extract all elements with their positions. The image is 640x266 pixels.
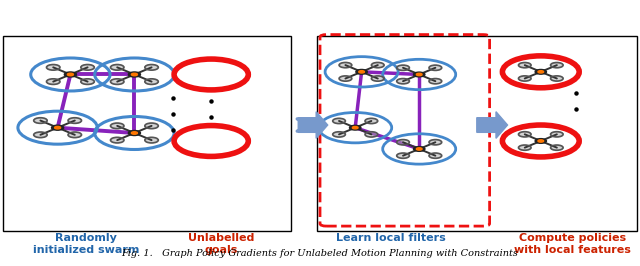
Circle shape xyxy=(538,140,543,142)
Circle shape xyxy=(359,71,364,73)
Circle shape xyxy=(68,132,81,137)
Circle shape xyxy=(372,63,383,68)
Circle shape xyxy=(145,138,157,143)
Circle shape xyxy=(519,76,531,81)
Circle shape xyxy=(551,76,563,81)
FancyArrow shape xyxy=(477,112,508,138)
Circle shape xyxy=(397,140,409,145)
Circle shape xyxy=(429,79,441,84)
Circle shape xyxy=(372,76,383,81)
Circle shape xyxy=(35,118,47,123)
Circle shape xyxy=(131,73,138,76)
Circle shape xyxy=(81,65,93,70)
Circle shape xyxy=(429,65,441,70)
Circle shape xyxy=(340,76,351,81)
Circle shape xyxy=(145,79,157,84)
Text: Compute policies
with local features: Compute policies with local features xyxy=(515,233,631,255)
Circle shape xyxy=(129,72,140,77)
Circle shape xyxy=(413,147,425,151)
Circle shape xyxy=(111,79,124,84)
Text: Learn local filters: Learn local filters xyxy=(335,233,445,243)
Circle shape xyxy=(68,118,81,123)
Circle shape xyxy=(54,126,61,129)
Circle shape xyxy=(535,69,547,74)
Circle shape xyxy=(333,132,345,137)
FancyArrow shape xyxy=(298,112,328,138)
Circle shape xyxy=(519,63,531,68)
Circle shape xyxy=(111,65,124,70)
Circle shape xyxy=(538,71,543,73)
Circle shape xyxy=(129,131,140,135)
Text: Fig. 1.   Graph Policy Gradients for Unlabeled Motion Planning with Constraints: Fig. 1. Graph Policy Gradients for Unlab… xyxy=(122,249,518,258)
Circle shape xyxy=(397,65,409,70)
Circle shape xyxy=(551,145,563,150)
Circle shape xyxy=(365,119,377,123)
Circle shape xyxy=(551,132,563,137)
Circle shape xyxy=(131,132,138,134)
FancyBboxPatch shape xyxy=(317,36,637,231)
Circle shape xyxy=(519,145,531,150)
Circle shape xyxy=(145,65,157,70)
Circle shape xyxy=(47,79,60,84)
Circle shape xyxy=(35,132,47,137)
Circle shape xyxy=(349,125,361,130)
Circle shape xyxy=(397,153,409,158)
Circle shape xyxy=(365,132,377,137)
Circle shape xyxy=(356,69,367,74)
Circle shape xyxy=(417,148,422,150)
Circle shape xyxy=(413,72,425,77)
Circle shape xyxy=(81,79,93,84)
Circle shape xyxy=(47,65,60,70)
Circle shape xyxy=(519,132,531,137)
Circle shape xyxy=(417,73,422,76)
Text: Randomly
initialized swarm: Randomly initialized swarm xyxy=(33,233,140,255)
Circle shape xyxy=(67,73,74,76)
FancyBboxPatch shape xyxy=(3,36,291,231)
Circle shape xyxy=(145,123,157,128)
Text: Unlabelled
goals: Unlabelled goals xyxy=(188,233,254,255)
Circle shape xyxy=(551,63,563,68)
Circle shape xyxy=(52,125,63,130)
Circle shape xyxy=(111,123,124,128)
Circle shape xyxy=(535,139,547,143)
Circle shape xyxy=(353,127,358,129)
Circle shape xyxy=(429,140,441,145)
Circle shape xyxy=(397,79,409,84)
Circle shape xyxy=(65,72,76,77)
Circle shape xyxy=(333,119,345,123)
Circle shape xyxy=(429,153,441,158)
Circle shape xyxy=(111,138,124,143)
Circle shape xyxy=(340,63,351,68)
